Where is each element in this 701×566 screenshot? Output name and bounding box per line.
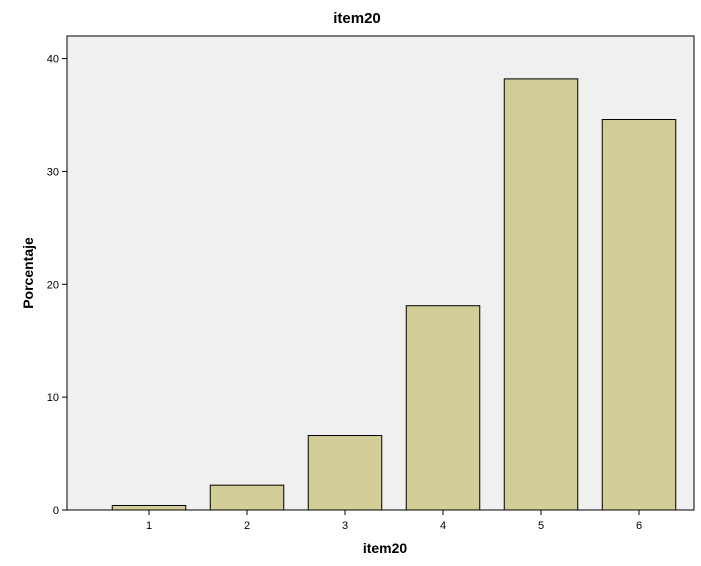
x-tick-label: 5 <box>538 520 544 532</box>
x-tick-label: 1 <box>146 520 152 532</box>
bar <box>405 305 481 511</box>
y-tick-label: 30 <box>47 166 59 178</box>
plot-area <box>66 35 695 511</box>
y-tick-label: 0 <box>53 505 59 517</box>
bar <box>601 119 677 511</box>
bar <box>111 504 187 511</box>
bar <box>209 484 285 511</box>
bar <box>307 435 383 511</box>
x-tick-label: 3 <box>342 520 348 532</box>
x-tick-label: 2 <box>244 520 250 532</box>
bar-series <box>111 78 677 511</box>
chart-title: item20 <box>333 10 381 27</box>
bar <box>503 78 579 511</box>
y-axis-title: Porcentaje <box>20 237 36 309</box>
x-tick-label: 6 <box>636 520 642 532</box>
y-axis: 0 10 20 30 40 <box>47 54 67 517</box>
x-axis: 1 2 3 4 5 6 <box>146 510 642 532</box>
x-tick-label: 4 <box>440 520 446 532</box>
x-axis-title: item20 <box>363 540 408 556</box>
y-tick-label: 40 <box>47 54 59 66</box>
y-tick-label: 10 <box>47 392 59 404</box>
y-tick-label: 20 <box>47 279 59 291</box>
